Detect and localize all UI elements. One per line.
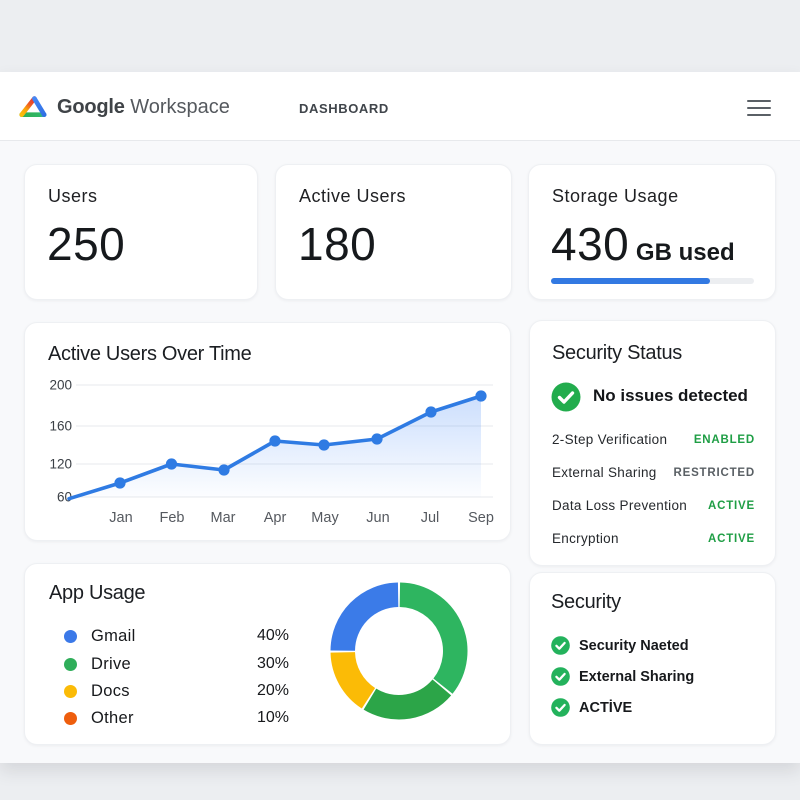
svg-text:160: 160 — [49, 419, 72, 434]
svg-text:60: 60 — [57, 490, 72, 505]
svg-text:May: May — [311, 510, 339, 526]
svg-text:Jan: Jan — [109, 510, 132, 526]
svg-text:Apr: Apr — [264, 510, 287, 526]
svg-text:Jun: Jun — [366, 510, 389, 526]
svg-text:200: 200 — [49, 378, 72, 393]
svg-text:Jul: Jul — [421, 510, 440, 526]
svg-text:120: 120 — [49, 457, 72, 472]
svg-text:Feb: Feb — [160, 510, 185, 526]
svg-text:Sep: Sep — [468, 510, 494, 526]
svg-text:Mar: Mar — [211, 510, 236, 526]
